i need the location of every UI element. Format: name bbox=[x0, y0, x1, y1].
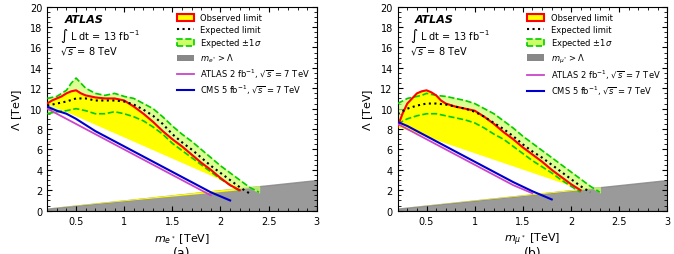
Text: (a): (a) bbox=[173, 246, 191, 254]
Text: $\int$ L dt = 13 fb$^{-1}$: $\int$ L dt = 13 fb$^{-1}$ bbox=[60, 27, 140, 45]
Text: $\int$ L dt = 13 fb$^{-1}$: $\int$ L dt = 13 fb$^{-1}$ bbox=[410, 27, 490, 45]
Polygon shape bbox=[398, 91, 580, 209]
Text: ATLAS: ATLAS bbox=[65, 15, 103, 25]
Legend: Observed limit, Expected limit, Expected $\pm1\sigma$, $m_{\mu^*} > \Lambda$, AT: Observed limit, Expected limit, Expected… bbox=[525, 12, 663, 100]
Text: ATLAS: ATLAS bbox=[415, 15, 454, 25]
Legend: Observed limit, Expected limit, Expected $\pm1\sigma$, $m_{e^*} > \Lambda$, ATLA: Observed limit, Expected limit, Expected… bbox=[175, 12, 313, 99]
Y-axis label: $\Lambda$ [TeV]: $\Lambda$ [TeV] bbox=[361, 88, 375, 130]
X-axis label: $m_{\mu^*}$ [TeV]: $m_{\mu^*}$ [TeV] bbox=[504, 231, 561, 247]
Text: (b): (b) bbox=[524, 246, 541, 254]
Y-axis label: $\Lambda$ [TeV]: $\Lambda$ [TeV] bbox=[11, 88, 24, 130]
Text: $\sqrt{s}$ = 8 TeV: $\sqrt{s}$ = 8 TeV bbox=[60, 45, 118, 58]
Text: $\sqrt{s}$ = 8 TeV: $\sqrt{s}$ = 8 TeV bbox=[410, 45, 468, 58]
Polygon shape bbox=[47, 91, 240, 209]
X-axis label: $m_{e^*}$ [TeV]: $m_{e^*}$ [TeV] bbox=[154, 231, 210, 245]
